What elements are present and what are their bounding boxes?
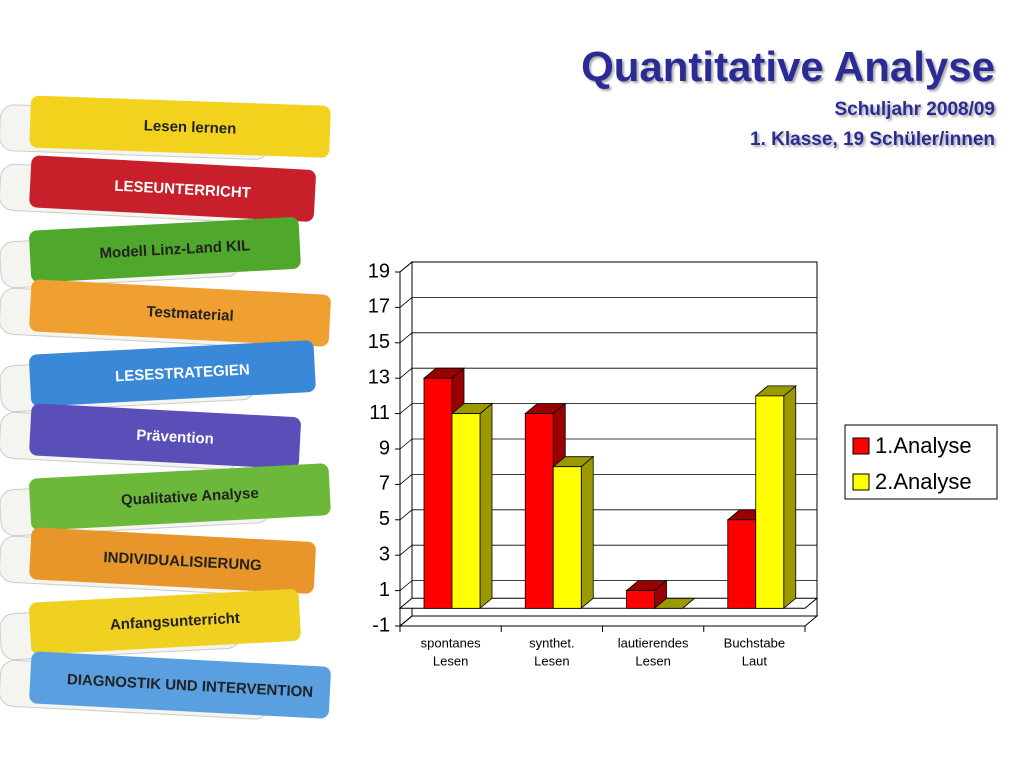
y-tick-label: 17 — [368, 296, 390, 318]
book: Testmaterial — [0, 279, 331, 348]
grid-line — [399, 296, 817, 308]
book-label: Testmaterial — [146, 303, 234, 325]
bar-front — [755, 395, 785, 609]
bar — [450, 402, 494, 610]
y-tick-label: 7 — [379, 473, 390, 495]
bar-front — [552, 466, 582, 609]
book-cover — [29, 340, 316, 407]
book: LESESTRATEGIEN — [0, 340, 316, 413]
bar-side — [479, 402, 493, 610]
book: DIAGNOSTIK UND INTERVENTION — [0, 651, 331, 720]
grid-line — [399, 438, 817, 450]
x-tick-label: Buchstabe — [724, 635, 785, 650]
book-cover — [29, 651, 331, 719]
y-tick-label: 1 — [379, 579, 390, 601]
book-cover — [29, 155, 316, 222]
bar-side — [783, 385, 797, 610]
book-cover — [29, 463, 331, 531]
legend-box — [844, 424, 998, 500]
grid-line — [399, 261, 817, 273]
grid-line — [399, 403, 817, 414]
y-tick-label: -1 — [372, 614, 390, 636]
book-cover — [29, 527, 316, 594]
book: Qualitative Analyse — [0, 463, 331, 537]
book: Lesen lernen — [0, 95, 331, 160]
book-label: Prävention — [136, 427, 214, 448]
book-cover — [29, 95, 331, 158]
book: LESEUNTERRICHT — [0, 155, 316, 223]
grid-line — [399, 580, 817, 591]
bar — [653, 597, 696, 609]
y-tick-label: 11 — [369, 402, 390, 424]
book: Modell Linz-Land KIL — [0, 217, 301, 289]
bar-front — [626, 590, 655, 609]
x-tick-label: Lesen — [433, 653, 468, 668]
y-tick-label: 3 — [379, 543, 390, 565]
book-cover — [29, 279, 331, 347]
chart: -1135791113151719spontanesLesensynthet.L… — [368, 260, 998, 668]
bar-front — [451, 413, 481, 609]
legend-label: 1.Analyse — [875, 433, 972, 458]
y-tick-label: 9 — [379, 437, 390, 459]
bar-side — [580, 455, 594, 610]
grid-line — [399, 332, 817, 344]
grid-line — [399, 509, 817, 521]
y-tick-label: 13 — [368, 366, 390, 388]
grid-line — [399, 473, 817, 485]
book-cover — [29, 217, 301, 283]
subtitle: Schuljahr 2008/09 — [834, 99, 995, 120]
x-tick-label: lautierendes — [618, 635, 689, 650]
book-cover — [29, 403, 301, 469]
book-label: Anfangsunterricht — [110, 610, 241, 634]
bar — [754, 385, 797, 610]
bar-front — [524, 413, 554, 609]
x-tick-label: Lesen — [635, 653, 670, 668]
y-tick-label: 5 — [379, 508, 390, 530]
base-plate — [398, 615, 819, 627]
grid-line — [399, 615, 817, 627]
bar — [625, 579, 668, 610]
x-tick-label: spontanes — [421, 635, 481, 650]
book: Prävention — [0, 403, 301, 470]
bar-top — [653, 597, 696, 609]
legend-label: 2.Analyse — [875, 469, 972, 494]
legend-swatch — [852, 437, 870, 455]
grid-line — [399, 367, 817, 379]
bar-front — [423, 377, 453, 609]
y-tick-label: 15 — [368, 331, 390, 353]
y-tick-label: 19 — [368, 260, 390, 282]
book-label: Lesen lernen — [143, 117, 236, 137]
x-tick-label: Laut — [742, 653, 768, 668]
x-tick-label: synthet. — [529, 635, 575, 650]
subtitle: 1. Klasse, 19 Schüler/innen — [750, 129, 995, 150]
slide-title: Quantitative Analyse — [581, 43, 995, 90]
book: INDIVIDUALISIERUNG — [0, 527, 316, 595]
book: Anfangsunterricht — [0, 589, 301, 661]
book-cover — [29, 589, 301, 655]
legend-swatch — [852, 473, 870, 491]
bar-front — [727, 519, 757, 609]
grid-line — [399, 544, 817, 556]
x-tick-label: Lesen — [534, 653, 569, 668]
bar — [552, 455, 595, 610]
